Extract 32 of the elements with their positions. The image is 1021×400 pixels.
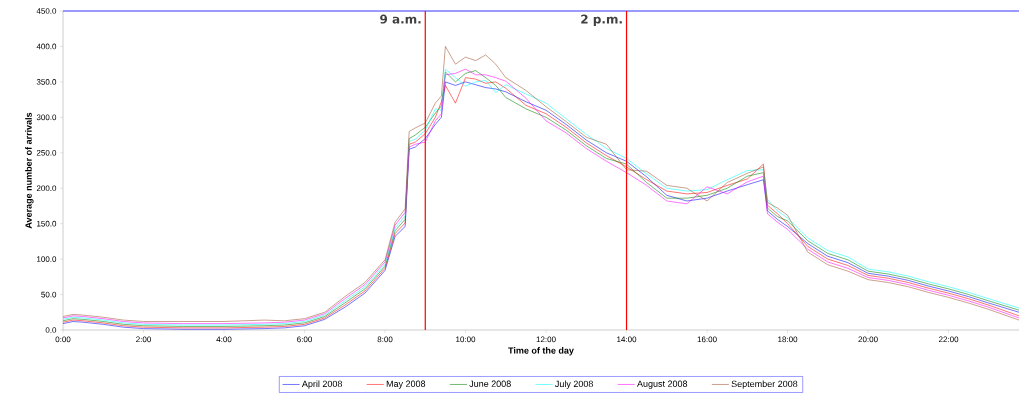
legend-label: September 2008	[731, 380, 798, 389]
y-tick-label: 250.0	[36, 149, 57, 156]
x-tick-label: 0:00	[55, 336, 71, 343]
y-tick-label: 100.0	[37, 256, 57, 262]
x-tick-label: 20:00	[858, 336, 878, 343]
x-tick-label: 16:00	[697, 336, 717, 343]
y-tick-label: 200.0	[36, 185, 57, 192]
y-axis-title: Average number of arrivals	[25, 112, 34, 229]
legend-label: August 2008	[637, 380, 688, 389]
x-tick-label: 4:00	[216, 336, 232, 343]
x-tick-label: 22:00	[938, 336, 959, 343]
x-tick-label: 8:00	[377, 336, 393, 343]
x-tick-label: 2:00	[136, 336, 151, 343]
x-axis-title: Time of the day	[508, 347, 574, 356]
y-tick-label: 150.0	[37, 220, 57, 227]
y-tick-label: 450.0	[36, 8, 57, 14]
x-tick-label: 10:00	[456, 336, 476, 343]
y-tick-label: 300.0	[36, 114, 57, 121]
x-tick-label: 6:00	[297, 336, 312, 343]
y-tick-label: 0.0	[45, 327, 57, 333]
legend-label: July 2008	[555, 380, 593, 389]
legend-label: June 2008	[469, 380, 511, 387]
x-tick-label: 12:00	[536, 336, 556, 343]
ref-line-label: 2 p.m.	[581, 14, 622, 26]
y-tick-label: 50.0	[41, 291, 57, 298]
y-tick-label: 350.0	[36, 79, 57, 85]
legend-label: April 2008	[301, 380, 343, 389]
x-tick-label: 14:00	[617, 336, 637, 343]
ref-line-label: 9 a.m.	[380, 14, 421, 24]
legend-label: May 2008	[386, 380, 426, 389]
y-tick-label: 400.0	[36, 43, 57, 50]
x-tick-label: 18:00	[778, 336, 798, 343]
